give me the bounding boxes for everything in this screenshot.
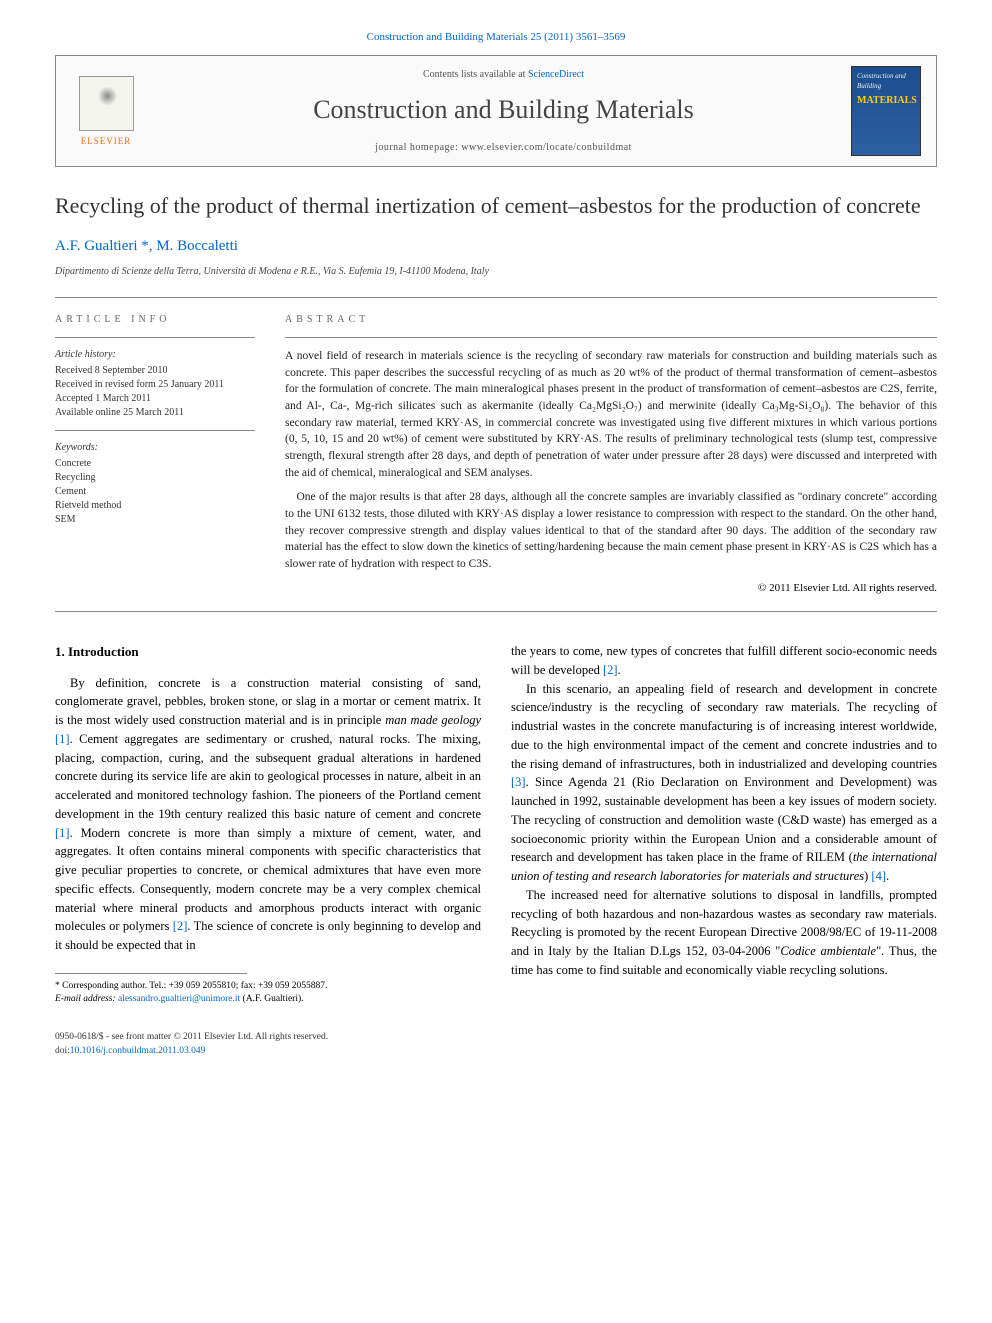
article-info-column: ARTICLE INFO Article history: Received 8… bbox=[55, 313, 255, 596]
email-suffix: (A.F. Gualtieri). bbox=[240, 994, 303, 1004]
contents-prefix: Contents lists available at bbox=[423, 69, 528, 80]
right-column: the years to come, new types of concrete… bbox=[511, 642, 937, 1006]
article-info-heading: ARTICLE INFO bbox=[55, 313, 255, 327]
ref-link[interactable]: [4] bbox=[871, 869, 886, 883]
cover-title-line2: MATERIALS bbox=[857, 94, 915, 108]
doi-prefix: doi: bbox=[55, 1046, 70, 1056]
abstract-heading: ABSTRACT bbox=[285, 313, 937, 327]
journal-banner: ELSEVIER Contents lists available at Sci… bbox=[55, 55, 937, 167]
journal-name: Construction and Building Materials bbox=[156, 92, 851, 128]
body-columns: 1. Introduction By definition, concrete … bbox=[55, 642, 937, 1006]
elsevier-tree-icon bbox=[79, 76, 134, 131]
ref-link[interactable]: [2] bbox=[173, 919, 188, 933]
journal-homepage-line: journal homepage: www.elsevier.com/locat… bbox=[156, 141, 851, 155]
keyword: SEM bbox=[55, 513, 255, 527]
email-label: E-mail address: bbox=[55, 994, 118, 1004]
author-link[interactable]: A.F. Gualtieri *, M. Boccaletti bbox=[55, 238, 238, 254]
keyword: Rietveld method bbox=[55, 499, 255, 513]
body-paragraph: In this scenario, an appealing field of … bbox=[511, 680, 937, 886]
keywords-label: Keywords: bbox=[55, 441, 255, 455]
abstract-copyright: © 2011 Elsevier Ltd. All rights reserved… bbox=[285, 581, 937, 596]
footer-copyright: 0950-0618/$ - see front matter © 2011 El… bbox=[55, 1031, 937, 1044]
homepage-prefix: journal homepage: bbox=[375, 142, 461, 153]
footnote-separator bbox=[55, 973, 247, 974]
history-label: Article history: bbox=[55, 348, 255, 362]
online-date: Available online 25 March 2011 bbox=[55, 406, 255, 420]
publisher-logo[interactable]: ELSEVIER bbox=[71, 74, 141, 149]
abstract-paragraph: One of the major results is that after 2… bbox=[285, 489, 937, 572]
contents-available-line: Contents lists available at ScienceDirec… bbox=[156, 68, 851, 82]
info-abstract-row: ARTICLE INFO Article history: Received 8… bbox=[55, 313, 937, 612]
footer-doi-line: doi:10.1016/j.conbuildmat.2011.03.049 bbox=[55, 1045, 937, 1058]
section-heading: 1. Introduction bbox=[55, 642, 481, 662]
article-title: Recycling of the product of thermal iner… bbox=[55, 192, 937, 221]
divider bbox=[55, 297, 937, 298]
citation-line: Construction and Building Materials 25 (… bbox=[55, 30, 937, 45]
sciencedirect-link[interactable]: ScienceDirect bbox=[528, 69, 584, 80]
ref-link[interactable]: [1] bbox=[55, 826, 70, 840]
abstract-column: ABSTRACT A novel field of research in ma… bbox=[285, 313, 937, 596]
info-divider bbox=[55, 430, 255, 431]
footnote-block: * Corresponding author. Tel.: +39 059 20… bbox=[55, 980, 481, 1007]
ref-link[interactable]: [1] bbox=[55, 732, 70, 746]
ref-link[interactable]: [2] bbox=[603, 663, 618, 677]
keyword: Concrete bbox=[55, 457, 255, 471]
journal-cover-thumbnail[interactable]: Construction and Building MATERIALS bbox=[851, 66, 921, 156]
affiliation: Dipartimento di Scienze della Terra, Uni… bbox=[55, 265, 937, 279]
citation-link[interactable]: Construction and Building Materials 25 (… bbox=[367, 31, 626, 43]
email-link[interactable]: alessandro.gualtieri@unimore.it bbox=[118, 994, 240, 1004]
revised-date: Received in revised form 25 January 2011 bbox=[55, 378, 255, 392]
publisher-logo-text: ELSEVIER bbox=[81, 135, 132, 148]
authors: A.F. Gualtieri *, M. Boccaletti bbox=[55, 236, 937, 257]
homepage-url[interactable]: www.elsevier.com/locate/conbuildmat bbox=[461, 142, 632, 153]
left-column: 1. Introduction By definition, concrete … bbox=[55, 642, 481, 1006]
page: Construction and Building Materials 25 (… bbox=[0, 0, 992, 1098]
corresponding-author: * Corresponding author. Tel.: +39 059 20… bbox=[55, 980, 481, 993]
abstract-divider bbox=[285, 337, 937, 338]
info-divider bbox=[55, 337, 255, 338]
body-paragraph: By definition, concrete is a constructio… bbox=[55, 674, 481, 955]
body-paragraph: The increased need for alternative solut… bbox=[511, 886, 937, 980]
accepted-date: Accepted 1 March 2011 bbox=[55, 392, 255, 406]
ref-link[interactable]: [3] bbox=[511, 775, 526, 789]
abstract-paragraph: A novel field of research in materials s… bbox=[285, 348, 937, 481]
doi-link[interactable]: 10.1016/j.conbuildmat.2011.03.049 bbox=[70, 1046, 206, 1056]
keyword: Recycling bbox=[55, 471, 255, 485]
received-date: Received 8 September 2010 bbox=[55, 364, 255, 378]
email-line: E-mail address: alessandro.gualtieri@uni… bbox=[55, 993, 481, 1006]
abstract-text: A novel field of research in materials s… bbox=[285, 348, 937, 573]
cover-title-line1: Construction and Building bbox=[857, 72, 915, 92]
body-paragraph: the years to come, new types of concrete… bbox=[511, 642, 937, 680]
journal-banner-center: Contents lists available at ScienceDirec… bbox=[156, 68, 851, 154]
keyword: Cement bbox=[55, 485, 255, 499]
page-footer: 0950-0618/$ - see front matter © 2011 El… bbox=[55, 1031, 937, 1058]
